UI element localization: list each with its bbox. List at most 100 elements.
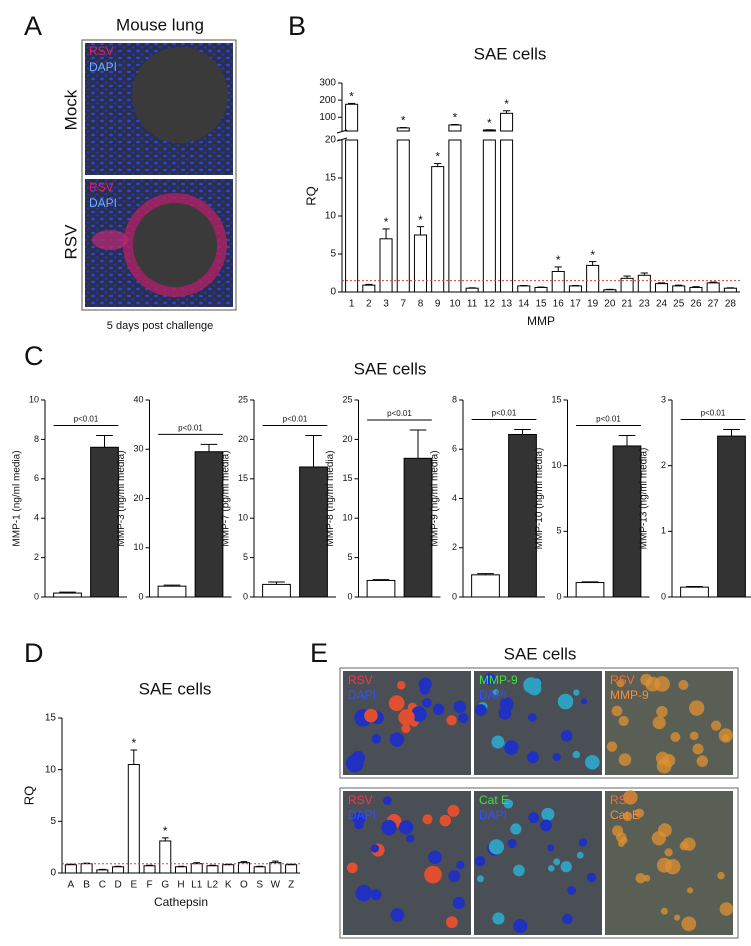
y-tick-label: 15 bbox=[45, 713, 57, 724]
bar bbox=[575, 582, 605, 598]
bar bbox=[680, 586, 709, 598]
cell bbox=[717, 871, 725, 880]
x-tick-label: L2 bbox=[207, 880, 219, 891]
bar bbox=[127, 764, 140, 874]
cell bbox=[623, 811, 633, 822]
cell bbox=[640, 673, 653, 686]
bar bbox=[269, 862, 282, 874]
cell bbox=[682, 837, 696, 851]
bar bbox=[534, 286, 548, 293]
cell bbox=[560, 860, 572, 873]
stain-label: DAPI bbox=[479, 688, 507, 702]
cell bbox=[401, 724, 411, 734]
cell bbox=[618, 753, 632, 767]
bar bbox=[345, 139, 359, 293]
cell bbox=[670, 732, 681, 742]
cell bbox=[458, 712, 469, 724]
y-tick-label: 0 bbox=[556, 591, 561, 601]
bar-upper bbox=[500, 112, 514, 132]
cell bbox=[656, 857, 672, 873]
cell bbox=[492, 912, 505, 925]
cell bbox=[547, 844, 555, 852]
cell bbox=[656, 706, 668, 718]
y-tick-label: 10 bbox=[325, 211, 337, 222]
cell bbox=[686, 887, 694, 894]
stain-label: RSV bbox=[610, 673, 635, 687]
bar bbox=[603, 289, 617, 293]
cell bbox=[428, 850, 442, 864]
x-tick-label: 27 bbox=[708, 299, 720, 310]
cell bbox=[654, 676, 670, 692]
bar bbox=[143, 865, 156, 874]
x-tick-label: A bbox=[68, 880, 75, 891]
bar bbox=[637, 274, 651, 293]
y-tick-label: 10 bbox=[133, 542, 143, 552]
cell bbox=[573, 689, 580, 696]
bar bbox=[403, 457, 433, 598]
y-tick-label: 100 bbox=[319, 112, 336, 123]
bar bbox=[285, 864, 298, 874]
cell bbox=[722, 733, 730, 742]
y-tick-label: 5 bbox=[330, 249, 336, 260]
significance-label: p<0.01 bbox=[178, 423, 203, 432]
y-tick-label: 40 bbox=[133, 394, 143, 404]
cell bbox=[398, 820, 414, 835]
y-tick-label: 6 bbox=[34, 473, 39, 483]
y-tick-label: 15 bbox=[325, 173, 337, 184]
x-tick-label: Z bbox=[288, 880, 294, 891]
cell bbox=[660, 907, 668, 915]
bar bbox=[174, 866, 188, 874]
cell bbox=[388, 695, 405, 712]
bar bbox=[80, 863, 93, 874]
y-tick-label: 1 bbox=[661, 526, 666, 536]
cell bbox=[370, 844, 380, 853]
cell bbox=[383, 796, 392, 805]
y-tick-label: 4 bbox=[34, 513, 39, 523]
cell bbox=[526, 751, 539, 764]
bar-upper bbox=[396, 127, 410, 132]
cell bbox=[446, 715, 457, 726]
significance-label: p<0.01 bbox=[492, 409, 517, 418]
significance-mark: * bbox=[401, 114, 406, 128]
cell bbox=[580, 698, 588, 705]
y-tick-label: 5 bbox=[50, 816, 56, 827]
stain-label: RSV bbox=[610, 793, 635, 807]
cell bbox=[483, 673, 496, 685]
significance-label: p<0.01 bbox=[701, 409, 726, 418]
cell bbox=[398, 709, 415, 726]
cell bbox=[346, 862, 358, 874]
y-tick-label: 30 bbox=[133, 444, 143, 454]
y-axis-label: RQ bbox=[21, 786, 36, 806]
cell bbox=[507, 838, 517, 849]
y-axis-label: MMP-10 (ng/ml media) bbox=[534, 448, 545, 550]
x-tick-label: 28 bbox=[725, 299, 737, 310]
x-tick-label: L1 bbox=[191, 880, 203, 891]
bar bbox=[53, 592, 82, 598]
cell bbox=[540, 819, 552, 832]
cell bbox=[710, 720, 722, 731]
bar bbox=[689, 286, 703, 293]
chart-title: SAE cells bbox=[139, 679, 212, 698]
significance-mark: * bbox=[556, 253, 561, 267]
cell bbox=[541, 807, 555, 821]
y-tick-label: 0 bbox=[34, 591, 39, 601]
cell bbox=[635, 873, 646, 884]
x-tick-label: 12 bbox=[484, 299, 496, 310]
bar bbox=[500, 139, 514, 293]
cell bbox=[488, 839, 505, 855]
y-tick-label: 8 bbox=[34, 434, 39, 444]
cell bbox=[397, 681, 406, 690]
y-tick-label: 0 bbox=[661, 591, 666, 601]
cell bbox=[448, 870, 461, 883]
cell bbox=[354, 820, 364, 830]
x-tick-label: 11 bbox=[467, 299, 478, 310]
cell bbox=[439, 814, 452, 827]
significance-label: p<0.01 bbox=[596, 415, 621, 424]
bar bbox=[64, 864, 77, 874]
panel-label: C bbox=[24, 341, 44, 371]
bar bbox=[366, 579, 396, 598]
x-tick-label: 25 bbox=[673, 299, 685, 310]
